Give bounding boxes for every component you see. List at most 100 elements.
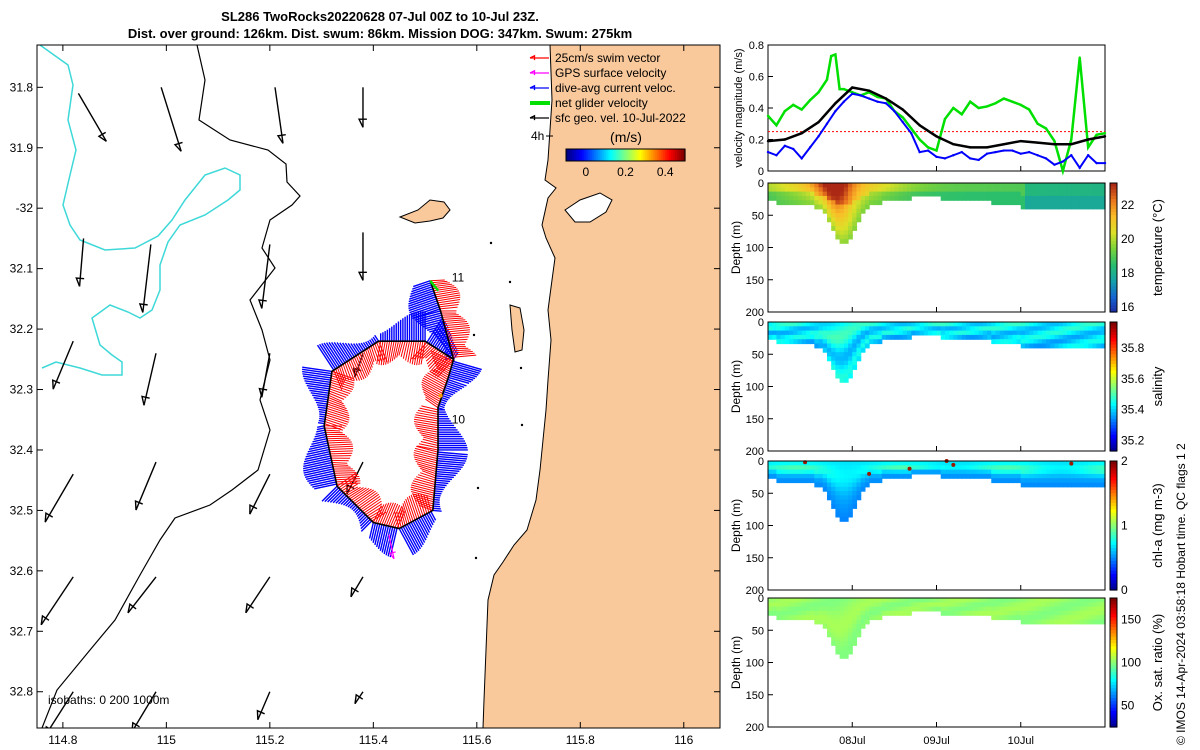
salinity-cbar-cell-0: [1110, 322, 1117, 326]
chla-cell-38-1: [928, 465, 933, 471]
chla-cell-68-5: [1054, 482, 1060, 488]
colorbar-cell-26: [617, 149, 621, 161]
swim-vector-208: [412, 495, 434, 503]
chla-cell-6-4: [793, 478, 799, 484]
temperature-cell-60-4: [1020, 200, 1026, 206]
salinity-cell-14-4: [826, 339, 832, 345]
current-vector-74: [374, 334, 380, 342]
oxygen-cell-31-2: [898, 606, 904, 612]
temperature-cell-22-5: [860, 204, 866, 210]
salinity-cell-29-3: [890, 334, 895, 340]
chla-cell-76-2: [1088, 469, 1093, 475]
current-vector-176: [370, 522, 377, 541]
salinity-cell-20-2: [852, 330, 858, 336]
chla-cell-53-1: [991, 465, 997, 471]
oxygen-cell-30-2: [894, 606, 900, 612]
oxygen-cell-68-5: [1054, 619, 1060, 625]
current-vector-253: [439, 402, 446, 407]
temperature-cell-2-0: [776, 183, 782, 188]
geo-arrow-17-head: [127, 602, 137, 614]
temperature-cell-48-3: [970, 195, 976, 201]
chla-cell-18-3: [843, 473, 849, 479]
oxygen-cell-21-5: [856, 619, 862, 625]
salinity-cell-20-9: [852, 360, 858, 366]
velocity-point-net-7: [825, 78, 829, 81]
salinity-cell-22-5: [860, 343, 866, 349]
salinity-cell-15-7: [831, 352, 836, 357]
oxygen-cell-42-0: [944, 598, 950, 603]
velocity-point-net-10: [838, 87, 841, 91]
oxygen-cell-49-3: [974, 610, 980, 616]
salinity-cell-28-0: [885, 322, 891, 327]
oxygen-cell-61-3: [1024, 610, 1030, 616]
chla-cell-24-2: [869, 469, 874, 475]
oxygen-cell-3-3: [780, 610, 786, 616]
temperature-cell-26-3: [877, 195, 883, 201]
salinity-cell-54-1: [995, 326, 1001, 332]
oxygen-cell-17-11: [839, 645, 845, 651]
current-vector-221: [435, 473, 456, 477]
current-vector-167: [355, 509, 362, 515]
chla-cell-16-3: [835, 473, 841, 479]
oxygen-cell-54-3: [995, 610, 1001, 616]
salinity-cell-32-3: [902, 334, 908, 340]
chla-cell-19-12: [848, 512, 853, 518]
chla-cell-36-2: [919, 469, 925, 475]
salinity-cell-60-4: [1020, 339, 1026, 345]
oxygen-cell-68-4: [1054, 615, 1060, 621]
swim-vector-117: [326, 410, 350, 419]
salinity-cell-13-0: [822, 322, 828, 327]
chla-cell-63-0: [1033, 461, 1039, 466]
salinity-cbar-frame: [1109, 321, 1118, 452]
salinity-cell-63-3: [1033, 334, 1039, 340]
chla-cell-65-4: [1041, 478, 1047, 484]
swim-vector-83: [361, 351, 371, 373]
salinity-cell-24-2: [869, 330, 874, 336]
temperature-cell-13-5: [822, 204, 828, 210]
swim-vector-237: [421, 434, 439, 440]
chla-cell-66-3: [1046, 473, 1051, 479]
current-vector-182: [381, 525, 390, 553]
temperature-cell-28-3: [885, 195, 891, 201]
chla-cell-41-0: [940, 461, 946, 466]
oxygen-cell-46-2: [961, 606, 967, 612]
temperature-cell-19-12: [848, 234, 853, 240]
chla-cbar-cell-9: [1110, 490, 1117, 494]
temperature-cell-74-1: [1079, 187, 1085, 193]
velocity-point-dive-30: [1019, 152, 1022, 155]
chla-cell-69-4: [1058, 478, 1064, 484]
salinity-cell-53-1: [991, 326, 997, 332]
map-ytick-label-0: 31.8: [10, 80, 34, 94]
oxygen-cell-49-0: [974, 598, 980, 603]
islet-6: [474, 556, 478, 560]
chla-cbar-cell-6: [1110, 480, 1117, 485]
chla-cell-17-10: [839, 504, 845, 509]
velocity-ytick-label-4: 0.8: [749, 40, 764, 52]
oxygen-cell-50-0: [978, 598, 984, 603]
velocity-point-dive-15: [893, 109, 896, 113]
chla-cbar-cell-24: [1110, 538, 1117, 543]
chla-cell-39-0: [932, 461, 938, 466]
chla-cell-46-3: [961, 473, 967, 479]
temperature-cell-72-3: [1071, 195, 1077, 201]
swim-vector-11: [437, 299, 461, 304]
swim-vector-100: [331, 373, 355, 382]
salinity-cell-60-0: [1020, 322, 1026, 327]
chla-cell-20-0: [852, 461, 858, 466]
temperature-cell-0-2: [768, 191, 773, 197]
salinity-cell-62-3: [1029, 334, 1034, 340]
current-vector-112: [313, 396, 328, 401]
salinity-cell-49-2: [974, 330, 980, 336]
temperature-cell-15-4: [831, 200, 836, 206]
salinity-cell-5-2: [789, 330, 794, 336]
oxygen-cell-19-11: [848, 645, 853, 651]
temperature-cell-74-0: [1079, 183, 1085, 188]
chla-cell-19-4: [848, 478, 853, 484]
swim-vector-152: [336, 472, 357, 487]
temperature-cell-18-6: [843, 208, 849, 214]
temperature-cell-78-2: [1096, 191, 1102, 197]
salinity-cell-11-5: [814, 343, 820, 349]
temperature-cell-71-1: [1067, 187, 1072, 193]
